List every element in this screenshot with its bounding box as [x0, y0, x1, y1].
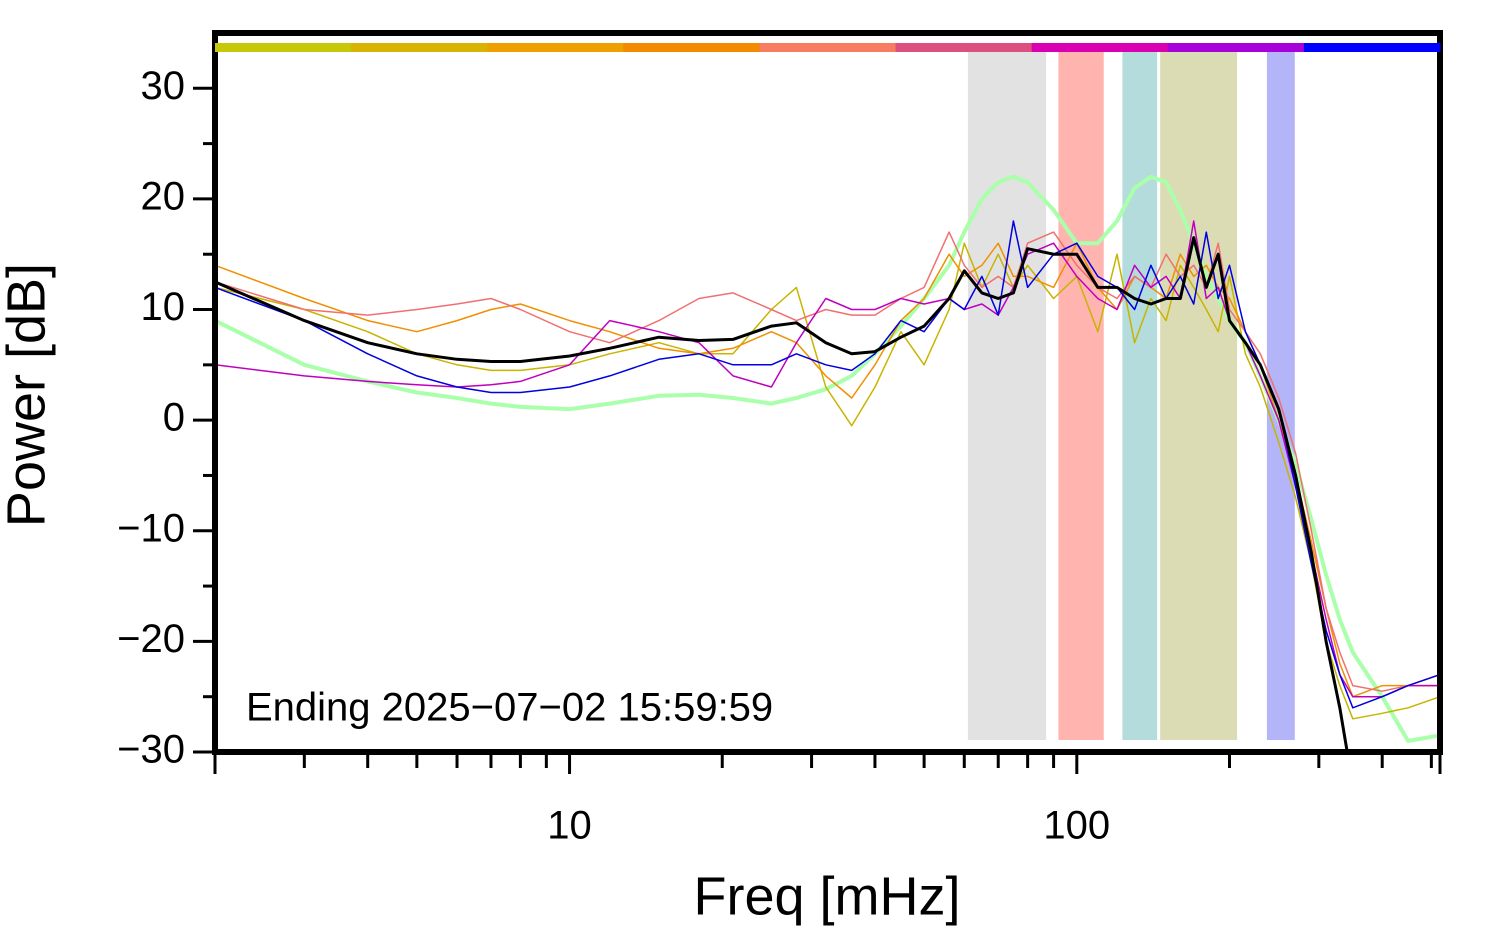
color-bar-segment: [1031, 43, 1169, 52]
band: [1266, 52, 1295, 740]
color-bar-segment: [215, 43, 352, 52]
series-line: [215, 220, 1440, 709]
y-tick-label: 20: [141, 174, 186, 218]
y-tick-label: 0: [163, 396, 185, 440]
color-bar-segment: [623, 43, 760, 52]
y-tick-label: −10: [117, 506, 185, 550]
bands: [967, 52, 1295, 740]
plot-frame: [212, 30, 1443, 755]
y-tick-label: 10: [141, 285, 186, 329]
y-tick-label: −20: [117, 617, 185, 661]
color-bar-segment: [351, 43, 488, 52]
annotation: Ending 2025−07−02 15:59:59: [246, 686, 773, 730]
y-tick-label: −30: [117, 728, 185, 772]
series-line: [215, 242, 1440, 720]
x-tick-label: 100: [1043, 804, 1110, 848]
series-line: [215, 231, 1440, 692]
color-bar-segment: [1303, 43, 1441, 52]
lines: [215, 174, 1440, 752]
series-line: [215, 220, 1440, 698]
color-bar-segment: [487, 43, 624, 52]
x-tick-label: 10: [547, 804, 592, 848]
y-axis-title: Power [dB]: [0, 263, 56, 527]
color-bar-segment: [1167, 43, 1305, 52]
series-line: [215, 236, 1349, 752]
color-bar-segment: [895, 43, 1033, 52]
series-line: [215, 174, 1440, 743]
x-axis-title: Freq [mHz]: [693, 866, 960, 926]
band: [967, 52, 1047, 740]
band: [1122, 52, 1158, 740]
color-bar-segment: [759, 43, 897, 52]
band: [1160, 52, 1238, 740]
y-tick-label: 30: [141, 64, 186, 108]
band: [1058, 52, 1104, 740]
